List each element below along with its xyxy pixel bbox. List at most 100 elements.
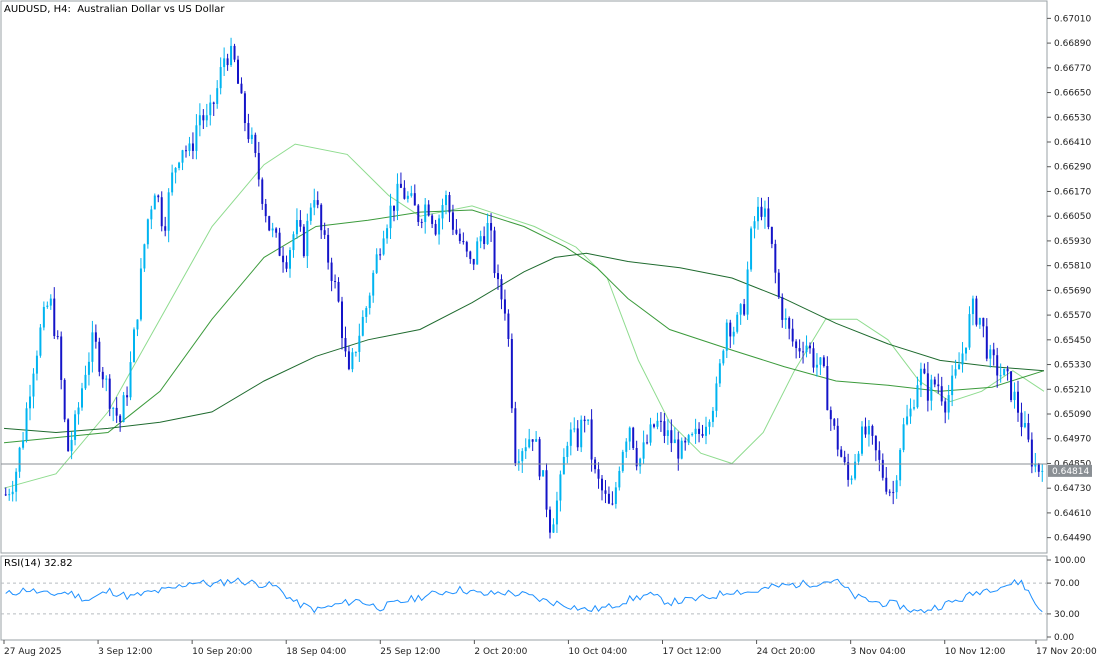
candle-body (320, 204, 323, 231)
candle-body (60, 336, 63, 380)
candle-body (254, 134, 257, 153)
candle-body (854, 461, 857, 479)
candle-body (604, 490, 607, 494)
price-tick-label: 0.66410 (1054, 138, 1091, 148)
candle-body (56, 336, 59, 338)
candle-body (819, 357, 822, 365)
candle-body (954, 369, 957, 376)
candle-body (923, 368, 926, 374)
candle-body (11, 491, 14, 495)
candle-body (542, 470, 545, 477)
candle-body (344, 338, 347, 352)
candle-body (198, 115, 201, 126)
candle-body (545, 470, 548, 510)
candle-body (549, 509, 551, 533)
price-tick-label: 0.66650 (1054, 89, 1091, 99)
candle-body (25, 408, 28, 441)
candle-body (694, 428, 697, 434)
candle-body (507, 313, 510, 339)
candle-body (108, 378, 111, 409)
candle-body (431, 215, 434, 224)
rsi-tick-label: 70.00 (1054, 579, 1080, 589)
price-axis: 0.67010 0.66890 0.66770 0.66650 0.66530 0.664… (1047, 14, 1092, 544)
candle-body (4, 494, 7, 496)
candle-body (247, 123, 250, 140)
candle-body (500, 279, 503, 300)
candle-body (836, 425, 839, 450)
candle-body (261, 179, 264, 204)
candle-body (389, 205, 392, 229)
candle-body (268, 216, 271, 231)
candle-body (774, 243, 777, 273)
candle-body (302, 226, 305, 257)
candle-body (538, 439, 541, 477)
candle-body (1006, 368, 1009, 372)
candle-body (850, 478, 853, 480)
candle-body (153, 195, 156, 210)
time-tick-label: 27 Aug 2025 (4, 647, 62, 657)
candle-body (895, 480, 898, 493)
candle-body (559, 474, 562, 501)
candle-body (181, 150, 184, 163)
candle-body (330, 262, 333, 281)
candle-body (864, 426, 867, 435)
candle-body (659, 420, 662, 422)
candle-body (992, 349, 995, 356)
candle-body (63, 379, 66, 420)
candle-body (469, 251, 472, 259)
time-tick-label: 10 Oct 04:00 (568, 647, 627, 657)
candle-body (212, 102, 215, 104)
candle-body (871, 425, 874, 436)
candle-body (982, 317, 985, 327)
price-tick-label: 0.66050 (1054, 212, 1091, 222)
candle-body (757, 206, 759, 222)
candle-body (653, 424, 655, 427)
candle-body (94, 332, 97, 342)
candle-body (611, 503, 614, 505)
price-tick-label: 0.66170 (1054, 187, 1091, 197)
candle-body (483, 236, 486, 244)
candle-body (666, 430, 669, 436)
candle-body (455, 229, 458, 234)
candle-body (514, 408, 517, 464)
candle-body (711, 410, 714, 422)
time-tick-label: 25 Sep 12:00 (380, 647, 440, 657)
candle-body (968, 314, 971, 348)
candle-body (926, 373, 929, 401)
candle-body (843, 456, 846, 463)
candle-body (39, 327, 42, 356)
candle-body (427, 204, 430, 216)
rsi-line (5, 577, 1043, 614)
candle-body (53, 298, 56, 337)
candle-body (646, 442, 649, 444)
price-tick-label: 0.65930 (1054, 237, 1091, 247)
price-tick-label: 0.65690 (1054, 286, 1091, 296)
candle-body (347, 351, 350, 370)
candle-body (122, 395, 125, 423)
candle-body (250, 134, 253, 140)
candle-body (119, 415, 122, 423)
candle-body (656, 420, 659, 427)
candle-body (167, 192, 170, 231)
candle-body (361, 316, 364, 336)
candle-body (597, 469, 600, 479)
candle-body (87, 361, 90, 375)
time-tick-label: 10 Nov 12:00 (945, 647, 1006, 657)
candle-body (375, 254, 378, 273)
price-tick-label: 0.67010 (1054, 14, 1091, 24)
candle-body (770, 226, 773, 244)
moving-average-line (3, 252, 1045, 434)
candle-body (753, 221, 756, 229)
candle-body (566, 445, 569, 457)
candle-body (434, 223, 437, 235)
candle-body (1003, 368, 1006, 376)
time-tick-label: 18 Sep 04:00 (286, 647, 346, 657)
candles (4, 37, 1044, 539)
candle-body (812, 348, 815, 368)
candle-body (174, 168, 177, 173)
candle-body (164, 226, 167, 231)
candle-body (285, 262, 288, 269)
candle-body (555, 500, 558, 525)
candle-body (316, 200, 319, 205)
